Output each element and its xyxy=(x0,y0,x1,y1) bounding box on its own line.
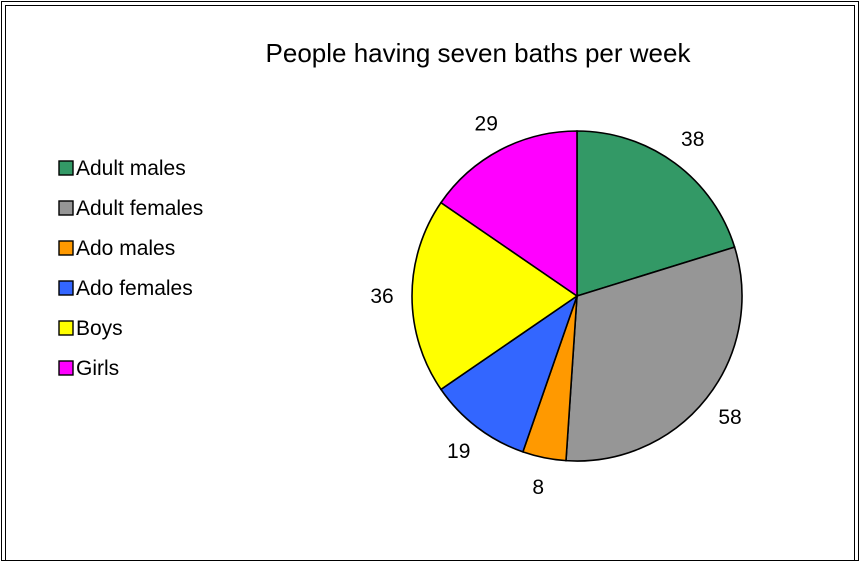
data-label-adult-females: 58 xyxy=(718,406,741,429)
legend-swatch-boys xyxy=(58,320,74,336)
pie-slice-boys xyxy=(411,201,579,391)
legend-swatch-ado-females xyxy=(58,280,74,296)
legend-label-adult-females: Adult females xyxy=(76,197,203,220)
data-label-boys: 36 xyxy=(370,285,393,308)
pie-slice-adult-females xyxy=(565,246,743,462)
legend-label-ado-males: Ado males xyxy=(76,237,175,260)
pie-slices xyxy=(411,130,743,462)
data-label-girls: 29 xyxy=(475,113,498,136)
legend-swatch-adult-females xyxy=(58,200,74,216)
chart-title: People having seven baths per week xyxy=(266,38,692,68)
pie-data-labels: 38 58 8 19 36 29 xyxy=(370,113,741,500)
legend-label-adult-males: Adult males xyxy=(76,157,186,180)
data-label-ado-males: 8 xyxy=(532,476,544,499)
legend-swatch-adult-males xyxy=(58,160,74,176)
legend-label-boys: Boys xyxy=(76,317,123,340)
legend: Adult males Adult females Ado males Ado fem… xyxy=(58,157,203,380)
data-label-ado-females: 19 xyxy=(447,440,470,463)
pie-chart: People having seven baths per week 38 58 8… xyxy=(58,38,743,500)
data-label-adult-males: 38 xyxy=(681,128,704,151)
legend-label-ado-females: Ado females xyxy=(76,277,193,300)
pie-slice-adult-males xyxy=(576,130,736,298)
legend-swatch-ado-males xyxy=(58,240,74,256)
legend-label-girls: Girls xyxy=(76,357,119,380)
legend-swatch-girls xyxy=(58,360,74,376)
pie-slice-ado-females xyxy=(439,293,579,453)
pie-slice-girls xyxy=(439,130,578,298)
